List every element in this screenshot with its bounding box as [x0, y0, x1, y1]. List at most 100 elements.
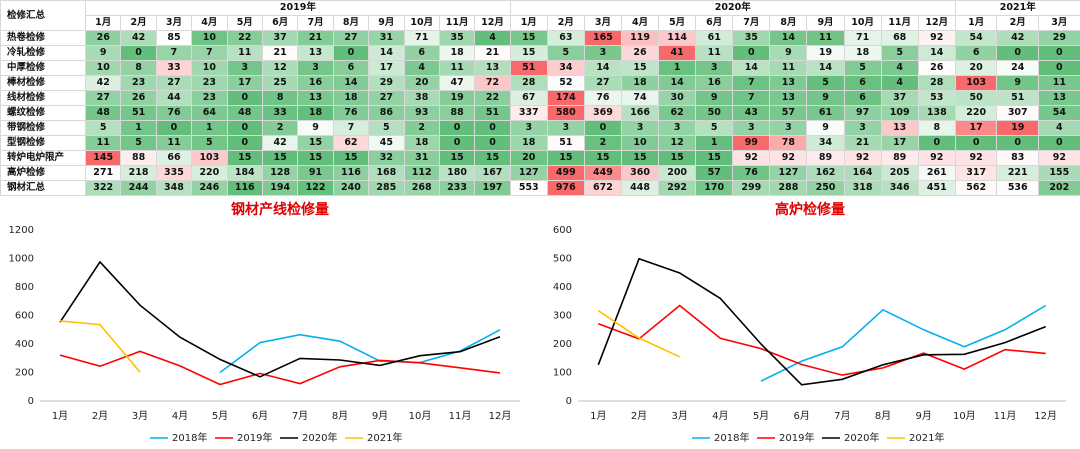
heat-cell: 451	[918, 181, 955, 196]
heat-cell: 127	[770, 166, 807, 181]
heat-cell: 23	[192, 76, 227, 91]
heat-cell: 42	[262, 136, 297, 151]
row-label: 型钢检修	[1, 136, 86, 151]
heat-cell: 22	[227, 31, 262, 46]
heat-cell: 119	[621, 31, 658, 46]
heat-cell: 114	[659, 31, 696, 46]
heat-cell: 13	[298, 46, 333, 61]
heat-cell: 48	[227, 106, 262, 121]
x-tick-label: 7月	[292, 410, 308, 422]
heat-cell: 21	[262, 46, 297, 61]
x-tick-label: 3月	[671, 410, 687, 422]
month-header: 8月	[333, 16, 368, 31]
heat-cell: 88	[439, 106, 474, 121]
y-tick-label: 800	[15, 282, 34, 293]
chart-title: 高炉检修量	[775, 201, 845, 218]
row-label: 棒材检修	[1, 76, 86, 91]
heat-cell: 246	[192, 181, 227, 196]
heat-cell: 346	[881, 181, 918, 196]
month-header: 3月	[156, 16, 191, 31]
heat-cell: 41	[659, 46, 696, 61]
heat-cell: 26	[918, 61, 955, 76]
heat-cell: 17	[369, 61, 404, 76]
heat-cell: 0	[156, 121, 191, 136]
x-tick-label: 9月	[372, 410, 388, 422]
legend-label: 2019年	[779, 431, 814, 444]
month-header: 2月	[997, 16, 1039, 31]
heat-cell: 67	[510, 91, 547, 106]
heat-cell: 30	[659, 91, 696, 106]
heat-cell: 0	[1039, 136, 1080, 151]
heat-cell: 15	[621, 61, 658, 76]
heat-cell: 13	[475, 61, 510, 76]
month-header: 9月	[369, 16, 404, 31]
heat-cell: 15	[584, 151, 621, 166]
heat-cell: 72	[475, 76, 510, 91]
year-header: 2021年	[955, 1, 1080, 16]
heat-cell: 21	[844, 136, 881, 151]
heat-cell: 5	[807, 76, 844, 91]
y-tick-label: 300	[553, 311, 572, 322]
heat-cell: 3	[844, 121, 881, 136]
x-tick-label: 8月	[332, 410, 348, 422]
heat-cell: 14	[369, 46, 404, 61]
heat-cell: 27	[584, 76, 621, 91]
heat-cell: 5	[192, 136, 227, 151]
heat-cell: 0	[227, 121, 262, 136]
month-header: 12月	[475, 16, 510, 31]
heat-cell: 3	[547, 121, 584, 136]
heat-cell: 174	[547, 91, 584, 106]
heat-cell: 35	[733, 31, 770, 46]
series-line	[60, 262, 500, 377]
y-tick-label: 0	[28, 396, 34, 407]
heat-cell: 976	[547, 181, 584, 196]
heat-cell: 50	[696, 106, 733, 121]
heat-cell: 92	[844, 151, 881, 166]
row-label: 带钢检修	[1, 121, 86, 136]
heat-cell: 0	[918, 136, 955, 151]
heat-cell: 138	[918, 106, 955, 121]
month-header: 3月	[1039, 16, 1080, 31]
heat-cell: 66	[156, 151, 191, 166]
y-tick-label: 1000	[9, 254, 34, 265]
heat-cell: 0	[333, 46, 368, 61]
heat-cell: 335	[156, 166, 191, 181]
heat-cell: 1	[659, 61, 696, 76]
heat-cell: 10	[192, 61, 227, 76]
heat-cell: 3	[733, 121, 770, 136]
row-label: 冷轧检修	[1, 46, 86, 61]
heat-cell: 0	[733, 46, 770, 61]
heat-cell: 15	[547, 151, 584, 166]
heat-cell: 369	[584, 106, 621, 121]
heat-cell: 9	[997, 76, 1039, 91]
heat-cell: 11	[1039, 76, 1080, 91]
heat-cell: 18	[333, 91, 368, 106]
month-header: 6月	[696, 16, 733, 31]
heat-cell: 89	[881, 151, 918, 166]
heat-cell: 45	[369, 136, 404, 151]
heat-cell: 0	[227, 136, 262, 151]
heat-cell: 50	[955, 91, 997, 106]
heat-cell: 13	[770, 76, 807, 91]
x-tick-label: 11月	[449, 410, 472, 422]
heat-cell: 71	[404, 31, 439, 46]
heat-cell: 11	[770, 61, 807, 76]
heat-cell: 197	[475, 181, 510, 196]
heat-cell: 8	[121, 61, 156, 76]
heat-cell: 1	[696, 136, 733, 151]
heat-cell: 6	[955, 46, 997, 61]
heat-cell: 15	[659, 151, 696, 166]
heat-cell: 88	[121, 151, 156, 166]
month-header: 1月	[955, 16, 997, 31]
heat-cell: 448	[621, 181, 658, 196]
heat-cell: 13	[298, 91, 333, 106]
heat-cell: 3	[770, 121, 807, 136]
heat-cell: 240	[333, 181, 368, 196]
x-tick-label: 2月	[92, 410, 108, 422]
heat-cell: 14	[733, 61, 770, 76]
heat-cell: 51	[121, 106, 156, 121]
heat-cell: 86	[369, 106, 404, 121]
